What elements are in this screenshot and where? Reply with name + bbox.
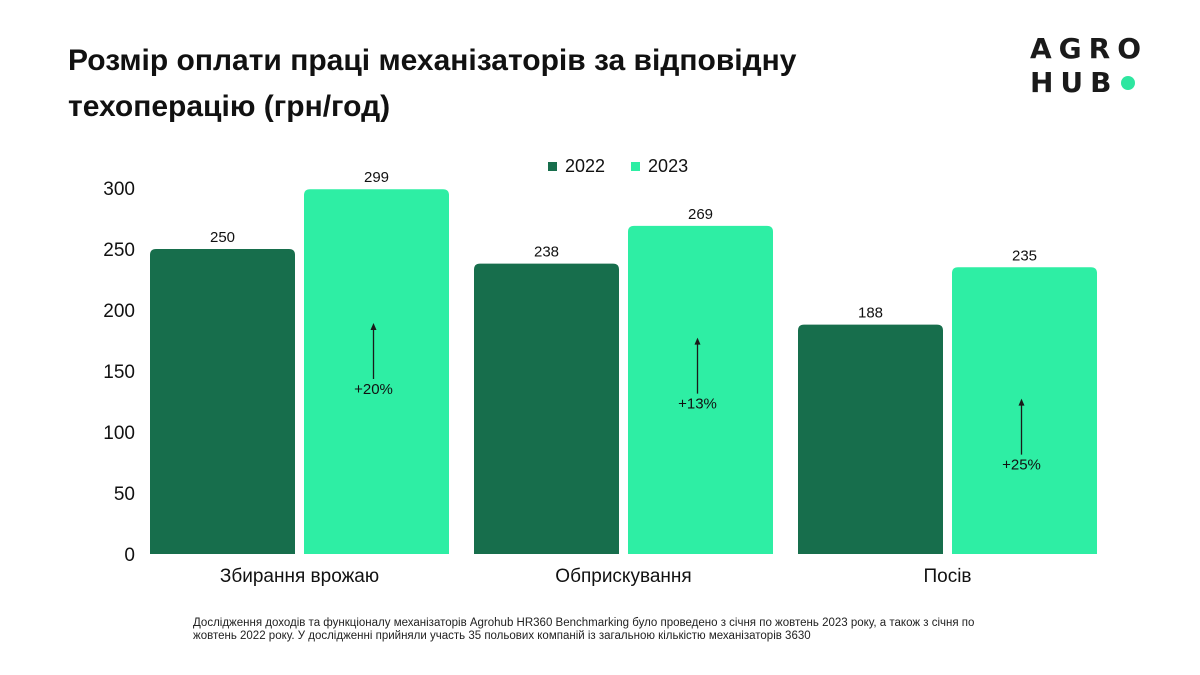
data-label: 250	[210, 229, 235, 246]
legend-item-2023: 2023	[631, 156, 688, 177]
chart-legend: 2022 2023	[548, 154, 714, 178]
growth-annotation: +13%	[678, 396, 717, 413]
legend-item-2022: 2022	[548, 156, 605, 177]
bar-2022	[150, 249, 295, 554]
agrohub-logo: AGRO HUB	[1030, 32, 1160, 100]
logo-line-2: HUB	[1030, 66, 1160, 100]
data-label: 235	[1012, 247, 1037, 264]
bar-2023	[952, 267, 1097, 554]
category-label: Збирання врожаю	[220, 566, 379, 587]
data-label: 269	[688, 206, 713, 223]
y-tick-label: 300	[103, 179, 135, 200]
growth-arrow-icon	[370, 323, 377, 330]
footnote: Дослідження доходів та функціоналу механ…	[193, 617, 975, 642]
y-tick-label: 50	[114, 484, 135, 505]
logo-line-2-text: HUB	[1030, 66, 1119, 99]
logo-dot-icon	[1120, 76, 1135, 90]
data-label: 238	[534, 244, 559, 261]
growth-arrow-icon	[1018, 398, 1025, 406]
legend-label-2023: 2023	[648, 155, 689, 176]
y-tick-label: 200	[103, 301, 135, 322]
growth-annotation: +20%	[354, 381, 393, 398]
bar-2022	[798, 324, 943, 554]
bar-2022	[474, 263, 619, 554]
data-label: 188	[858, 305, 883, 322]
y-tick-label: 250	[103, 240, 135, 261]
bar-2023	[304, 189, 449, 554]
y-tick-label: 0	[124, 545, 135, 566]
bar-2023	[628, 225, 773, 554]
growth-annotation: +25%	[1002, 457, 1041, 474]
category-label: Обприскування	[555, 566, 691, 587]
page-title: Розмір оплати праці механізаторів за від…	[68, 44, 797, 123]
legend-swatch-2023	[631, 161, 641, 171]
y-tick-label: 100	[103, 423, 135, 444]
y-tick-label: 150	[103, 362, 135, 383]
legend-swatch-2022	[548, 161, 557, 171]
category-label: Посів	[923, 566, 971, 587]
data-label: 299	[364, 169, 389, 186]
legend-label-2022: 2022	[565, 155, 606, 176]
growth-arrow-icon	[694, 337, 701, 345]
logo-line-1: AGRO	[1030, 32, 1149, 65]
